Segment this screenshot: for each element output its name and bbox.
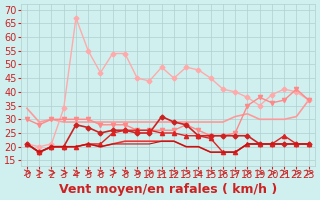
- X-axis label: Vent moyen/en rafales ( km/h ): Vent moyen/en rafales ( km/h ): [59, 183, 277, 196]
